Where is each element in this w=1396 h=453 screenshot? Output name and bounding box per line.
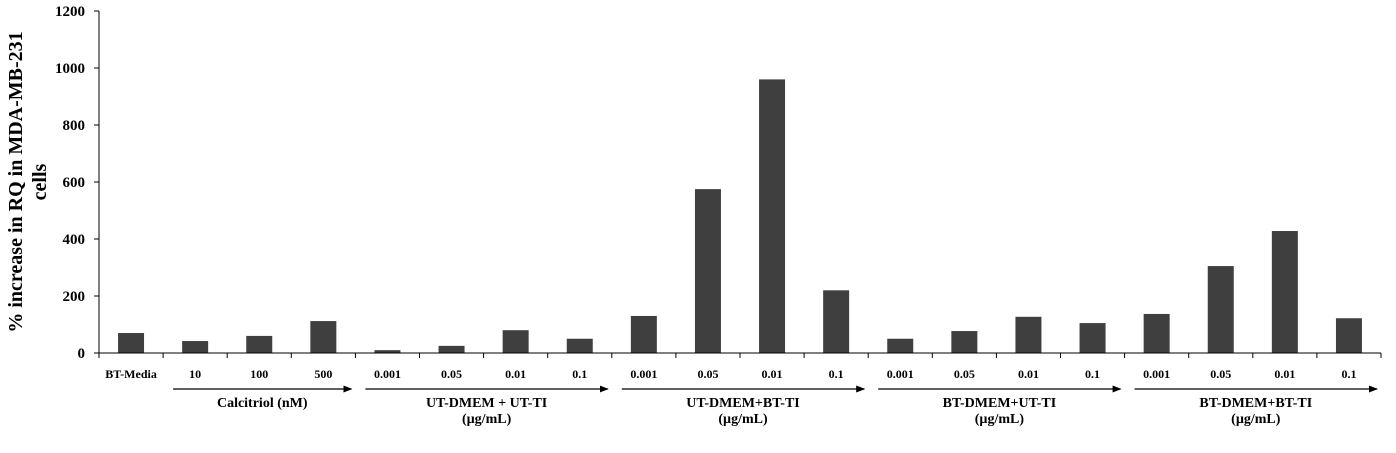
bar <box>438 345 465 353</box>
group-label: UT-DMEM + UT-TI <box>426 396 547 411</box>
y-axis-title: % increase in RQ in MDA-MB-231 cells <box>5 31 51 332</box>
bar <box>759 79 786 354</box>
bar <box>374 350 401 353</box>
group-label: (µg/mL) <box>1231 412 1281 427</box>
y-tick-label: 400 <box>63 232 86 248</box>
bar <box>887 338 914 353</box>
x-axis: BT-Media 10 100 500 0.001 0.05 0.01 0.1 0.001 0.0… <box>98 352 1382 381</box>
bar <box>118 333 145 353</box>
y-tick-label: 200 <box>63 289 86 305</box>
y-tick-label: 1200 <box>55 4 85 20</box>
x-tick-label: 0.05 <box>697 367 718 381</box>
x-tick-label: 0.001 <box>374 367 401 381</box>
x-tick-label: 0.1 <box>829 367 844 381</box>
y-axis-title-line: cells <box>29 163 51 200</box>
bar <box>1015 316 1042 353</box>
x-tick-label: 0.001 <box>1143 367 1170 381</box>
x-tick-label: 0.001 <box>630 367 657 381</box>
group-label: Calcitriol (nM) <box>217 396 308 411</box>
bars <box>118 79 1362 354</box>
group-label: (µg/mL) <box>462 412 512 427</box>
y-tick-label: 600 <box>63 175 86 191</box>
x-tick-label: BT-Media <box>105 367 157 381</box>
x-tick-label: 0.05 <box>954 367 975 381</box>
group-label: (µg/mL) <box>975 412 1025 427</box>
bar <box>694 189 721 353</box>
y-tick-label: 0 <box>78 346 86 362</box>
group-label: BT-DMEM+BT-TI <box>1199 396 1312 411</box>
y-tick-label: 800 <box>63 118 86 134</box>
group-label: BT-DMEM+UT-TI <box>943 396 1057 411</box>
bar <box>630 315 657 353</box>
group-label: UT-DMEM+BT-TI <box>686 396 800 411</box>
x-tick-label: 0.01 <box>1274 367 1295 381</box>
x-tick-label: 0.001 <box>887 367 914 381</box>
x-tick-label: 0.05 <box>441 367 462 381</box>
x-tick-label: 0.05 <box>1210 367 1231 381</box>
bar <box>310 321 337 353</box>
x-tick-label: 0.1 <box>1341 367 1356 381</box>
bar <box>823 290 850 353</box>
x-tick-label: 10 <box>189 367 201 381</box>
bar <box>1335 318 1362 353</box>
bar <box>1271 231 1298 353</box>
bar <box>566 338 593 353</box>
bar <box>951 331 978 353</box>
x-tick-label: 0.01 <box>762 367 783 381</box>
bar <box>1143 313 1170 353</box>
y-tick-label: 1000 <box>55 61 85 77</box>
bar <box>1079 323 1106 353</box>
bar <box>1207 266 1234 353</box>
x-tick-label: 0.1 <box>1085 367 1100 381</box>
x-tick-label: 0.1 <box>572 367 587 381</box>
group-label: (µg/mL) <box>718 412 768 427</box>
x-tick-label: 500 <box>314 367 332 381</box>
group-labels: Calcitriol (nM) UT-DMEM + UT-TI(µg/mL)UT-… <box>173 385 1378 427</box>
bar <box>502 330 529 353</box>
x-tick-label: 100 <box>250 367 268 381</box>
x-tick-label: 0.01 <box>505 367 526 381</box>
y-axis: 0 200 400 600 800 1000 1200 <box>55 4 100 362</box>
bar <box>246 335 273 353</box>
y-axis-title-line: % increase in RQ in MDA-MB-231 <box>5 31 27 332</box>
x-tick-label: 0.01 <box>1018 367 1039 381</box>
bar <box>182 341 209 353</box>
